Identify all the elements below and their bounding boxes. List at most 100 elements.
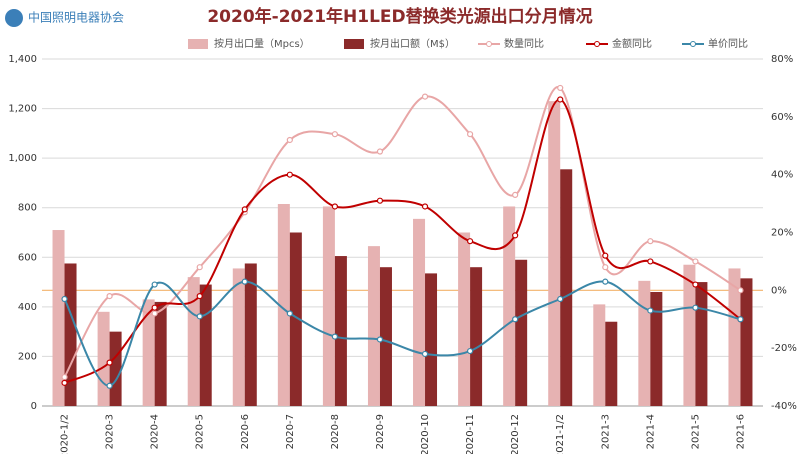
bar: [289, 232, 302, 406]
logo-text: 中国照明电器协会: [28, 10, 124, 25]
line-point: [421, 93, 429, 100]
bar: [232, 268, 245, 406]
bar: [515, 259, 528, 406]
bar: [413, 218, 426, 406]
legend-label: 数量同比: [504, 37, 544, 50]
line-point: [512, 316, 519, 323]
bar: [650, 291, 663, 406]
line-point: [466, 238, 474, 245]
bar: [695, 282, 708, 406]
bar: [334, 256, 347, 406]
x-tick-label: 2021-6: [735, 414, 746, 449]
bar: [503, 206, 516, 406]
x-tick-label: 2020-1/2: [60, 414, 71, 454]
line-point: [61, 379, 68, 386]
bar: [52, 230, 65, 406]
line-point: [376, 336, 384, 343]
chart-title: 2020年-2021年H1LED替换类光源出口分月情况: [207, 6, 592, 27]
bar: [638, 280, 651, 406]
line-point: [331, 131, 339, 138]
bar: [199, 284, 212, 406]
legend-swatch: [690, 41, 696, 47]
line-point: [151, 281, 158, 288]
line-point: [647, 307, 654, 314]
line-point: [241, 206, 248, 213]
legend-label: 按月出口量（Mpcs）: [214, 37, 310, 50]
line-point: [241, 278, 248, 285]
line-point: [106, 382, 113, 389]
x-tick-label: 2020-3: [105, 414, 116, 449]
y2-tick-label: -20%: [771, 343, 797, 354]
y2-tick-label: 20%: [771, 228, 793, 239]
line-point: [421, 203, 429, 210]
bar: [593, 304, 606, 406]
legend-label: 单价同比: [708, 38, 748, 50]
legend-swatch: [594, 41, 600, 47]
line-point: [106, 293, 113, 300]
bar: [740, 278, 753, 406]
line-point: [602, 278, 609, 285]
line-point: [196, 264, 203, 271]
bar: [142, 299, 155, 406]
line-point: [557, 295, 564, 303]
line-point: [647, 258, 654, 265]
bar: [548, 101, 561, 406]
line-point: [692, 281, 699, 288]
y2-tick-label: 40%: [771, 170, 793, 181]
bar: [277, 203, 290, 406]
line-point: [466, 347, 474, 355]
y2-tick-label: 60%: [771, 112, 793, 123]
y-tick-label: 200: [18, 351, 37, 362]
line-point: [692, 258, 699, 265]
line-point: [512, 232, 519, 239]
x-tick-label: 2021-1/2: [555, 414, 566, 454]
x-tick-label: 2021-3: [600, 414, 611, 449]
bar: [425, 273, 438, 406]
bar: [244, 263, 257, 406]
bar: [683, 264, 696, 406]
y-tick-label: 600: [18, 252, 37, 263]
line-point: [61, 373, 68, 381]
bar: [605, 321, 618, 406]
line-point: [512, 191, 519, 199]
line-point: [106, 359, 113, 366]
line-point: [692, 304, 699, 311]
line-point: [737, 287, 744, 294]
x-tick-label: 2020-9: [375, 414, 386, 449]
x-tick-label: 2020-11: [465, 414, 476, 454]
y2-tick-label: 80%: [771, 54, 793, 65]
line-point: [647, 238, 654, 245]
line-point: [737, 316, 744, 323]
legend-swatch: [486, 41, 492, 47]
x-tick-label: 2020-12: [510, 414, 521, 454]
y2-tick-label: 0%: [771, 285, 787, 296]
legend-swatch: [344, 39, 364, 49]
line-point: [151, 310, 158, 317]
line-point: [331, 203, 339, 210]
bar: [470, 267, 483, 406]
x-tick-label: 2020-5: [195, 414, 206, 449]
legend-swatch: [188, 39, 208, 49]
bar: [560, 169, 573, 406]
line-point: [286, 136, 293, 144]
line-point: [331, 333, 339, 340]
bar: [367, 246, 380, 406]
y-tick-label: 1,000: [8, 153, 37, 164]
line-point: [196, 313, 203, 320]
x-tick-label: 2021-4: [645, 414, 656, 449]
x-tick-label: 2021-5: [690, 414, 701, 449]
line-point: [61, 295, 68, 303]
bar: [379, 267, 392, 406]
y-tick-label: 1,200: [8, 104, 37, 115]
bar: [109, 331, 122, 406]
y2-tick-label: -40%: [771, 401, 797, 412]
line-point: [151, 304, 158, 311]
y-tick-label: 1,400: [8, 54, 37, 65]
bar: [187, 277, 200, 406]
bar: [322, 206, 335, 406]
bar: [728, 268, 741, 406]
line-point: [286, 310, 293, 317]
bar: [154, 301, 167, 406]
bar: [458, 232, 471, 406]
